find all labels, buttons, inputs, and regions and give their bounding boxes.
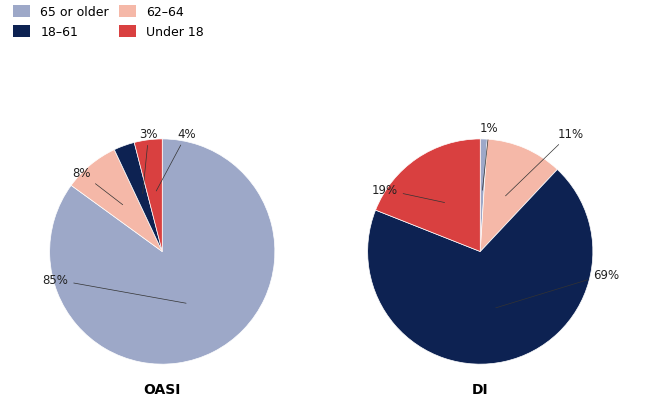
Wedge shape	[480, 140, 557, 252]
Text: 69%: 69%	[496, 268, 619, 308]
Wedge shape	[134, 140, 162, 252]
Text: 19%: 19%	[371, 184, 445, 203]
Text: OASI: OASI	[143, 382, 181, 396]
Text: 8%: 8%	[72, 167, 123, 205]
Text: 3%: 3%	[140, 128, 158, 194]
Wedge shape	[114, 143, 162, 252]
Text: 11%: 11%	[506, 128, 583, 197]
Wedge shape	[376, 140, 480, 252]
Wedge shape	[367, 170, 593, 364]
Legend: 65 or older, 18–61, 62–64, Under 18: 65 or older, 18–61, 62–64, Under 18	[13, 6, 204, 39]
Wedge shape	[480, 140, 487, 252]
Wedge shape	[71, 150, 162, 252]
Text: 1%: 1%	[480, 122, 498, 191]
Text: 85%: 85%	[42, 273, 186, 304]
Text: DI: DI	[472, 382, 489, 396]
Wedge shape	[49, 140, 275, 364]
Text: 4%: 4%	[156, 128, 197, 192]
